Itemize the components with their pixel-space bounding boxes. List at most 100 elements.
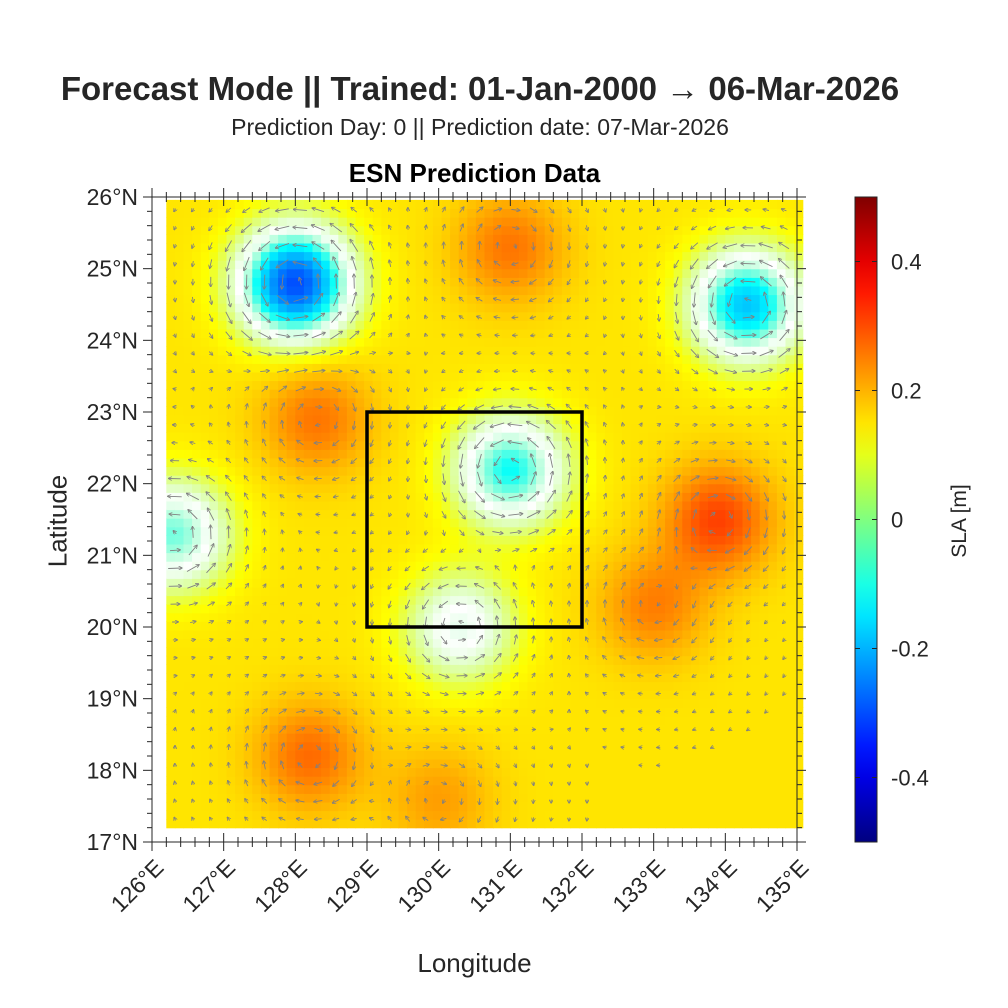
field-cell [415,389,425,399]
field-cell [647,225,658,235]
field-cell [561,655,572,665]
field-cell [622,776,632,786]
field-cell [174,285,185,296]
field-cell [682,500,692,511]
field-cell [622,767,632,777]
field-cell [725,595,735,605]
field-cell [252,380,262,390]
field-cell [312,518,322,528]
field-cell [544,707,554,717]
field-cell [338,277,348,287]
field-cell [243,234,253,244]
field-cell [604,328,615,339]
field-cell [587,595,597,605]
field-cell [604,767,615,777]
field-cell [622,492,632,502]
field-cell [260,242,271,253]
field-cell [587,741,597,751]
field-cell [217,819,228,829]
field-cell [622,406,632,416]
field-cell [303,733,314,743]
field-cell [733,225,744,235]
field-cell [329,260,339,270]
field-cell [226,328,236,339]
field-cell [493,285,503,296]
field-cell [708,681,718,691]
field-cell [544,440,554,450]
field-cell [639,767,649,777]
field-cell [278,294,288,304]
field-cell [278,561,288,571]
field-cell [260,621,271,631]
field-cell [381,810,391,820]
field-cell [338,199,348,210]
field-cell [579,638,589,648]
field-cell [458,518,468,528]
field-cell [432,638,443,648]
field-cell [432,457,443,468]
field-cell [450,449,460,459]
field-cell [321,354,331,364]
field-cell [355,294,365,304]
field-cell [381,199,391,210]
field-cell [398,535,408,545]
field-cell [596,552,606,562]
field-cell [579,819,589,829]
field-cell [596,457,606,468]
field-cell [183,801,193,812]
field-cell [716,440,726,450]
field-cell [673,526,683,536]
field-cell [329,354,339,364]
field-cell [372,285,382,296]
field-cell [217,664,228,674]
field-cell [613,260,623,270]
field-cell [656,733,666,743]
field-cell [269,801,279,812]
field-cell [536,810,546,820]
field-cell [209,681,219,691]
field-cell [647,483,658,493]
field-cell [209,647,219,657]
field-cell [570,500,580,511]
field-cell [673,586,683,597]
field-cell [622,801,632,812]
field-cell [226,604,236,614]
field-cell [252,328,262,339]
field-cell [518,681,529,691]
field-cell [217,406,228,416]
field-cell [673,432,683,442]
field-cell [252,819,262,829]
field-cell [278,552,288,562]
field-cell [321,569,331,579]
field-cell [329,294,339,304]
field-cell [493,518,503,528]
field-cell [725,750,735,760]
field-cell [235,707,245,717]
field-cell [346,793,357,803]
field-cell [415,354,425,364]
field-cell [312,767,322,777]
field-cell [432,260,443,270]
field-cell [450,500,460,511]
field-cell [209,586,219,597]
field-cell [458,414,468,425]
field-cell [561,681,572,691]
field-cell [665,526,675,536]
field-cell [527,629,537,640]
field-cell [699,242,709,253]
field-cell [518,346,529,356]
field-cell [217,260,228,270]
field-cell [355,346,365,356]
field-cell [493,242,503,253]
field-cell [364,294,374,304]
field-cell [312,260,322,270]
field-cell [596,500,606,511]
field-cell [484,414,494,425]
field-cell [415,423,425,433]
field-cell [553,303,563,313]
field-cell [493,733,503,743]
figure-supertitle: Forecast Mode || Trained: 01-Jan-2000 → … [60,70,900,107]
field-cell [639,449,649,459]
field-cell [665,586,675,597]
field-cell [424,767,434,777]
